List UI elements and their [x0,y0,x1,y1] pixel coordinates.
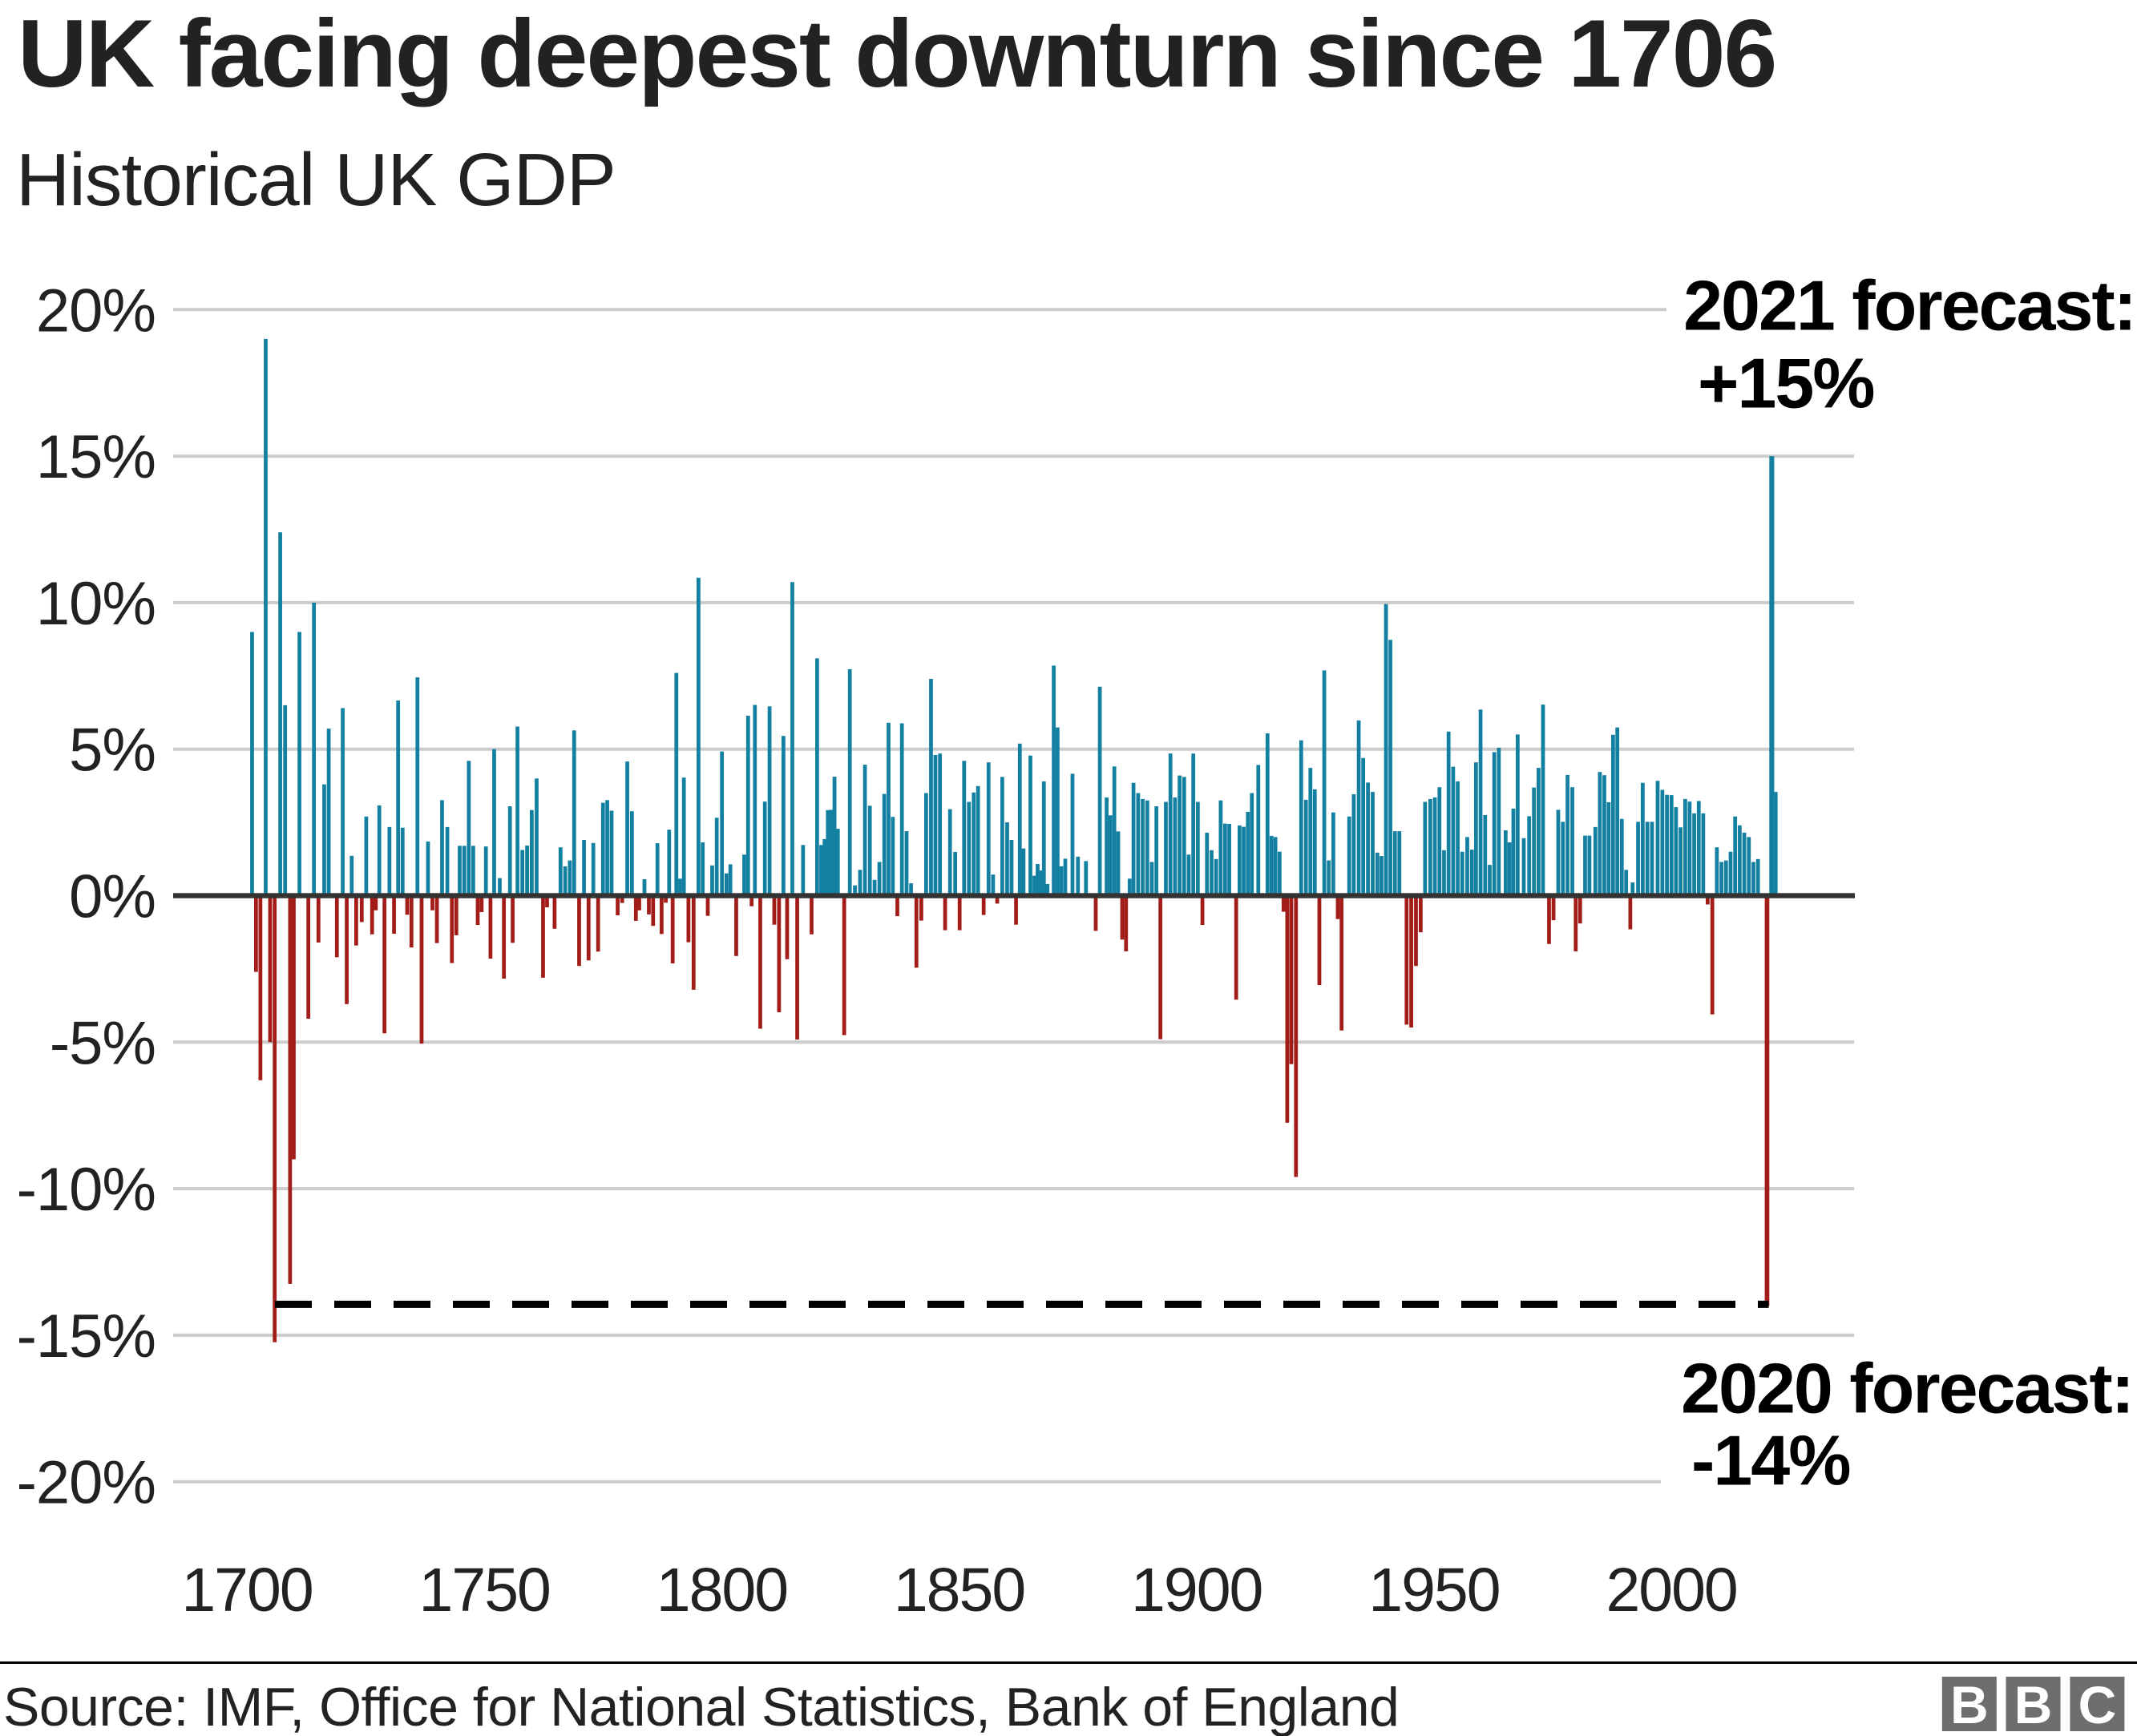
svg-text:1700: 1700 [181,1556,312,1625]
svg-text:15%: 15% [36,423,156,491]
svg-text:5%: 5% [69,717,156,785]
svg-text:1950: 1950 [1368,1556,1499,1625]
svg-text:1900: 1900 [1131,1556,1262,1625]
svg-text:B: B [2014,1675,2053,1734]
svg-text:-5%: -5% [50,1009,156,1077]
svg-text:20%: 20% [36,277,156,345]
svg-text:+15%: +15% [1698,344,1874,423]
svg-text:B: B [1950,1675,1989,1734]
svg-text:-10%: -10% [17,1156,156,1224]
svg-text:Historical UK GDP: Historical UK GDP [16,138,616,221]
svg-text:10%: 10% [36,570,156,638]
svg-text:-20%: -20% [17,1449,156,1517]
svg-text:Source: IMF, Office for Nation: Source: IMF, Office for National Statist… [3,1677,1399,1736]
svg-text:UK facing deepest downturn sin: UK facing deepest downturn since 1706 [18,0,1775,107]
svg-text:-15%: -15% [17,1302,156,1371]
svg-text:2020 forecast:: 2020 forecast: [1681,1349,2133,1428]
svg-text:2021 forecast:: 2021 forecast: [1683,266,2135,345]
svg-text:2000: 2000 [1606,1556,1736,1625]
svg-text:-14%: -14% [1691,1421,1849,1500]
svg-text:1750: 1750 [419,1556,550,1625]
svg-text:0%: 0% [69,863,156,931]
svg-text:1800: 1800 [656,1556,787,1625]
svg-text:C: C [2078,1675,2117,1734]
svg-text:1850: 1850 [894,1556,1024,1625]
